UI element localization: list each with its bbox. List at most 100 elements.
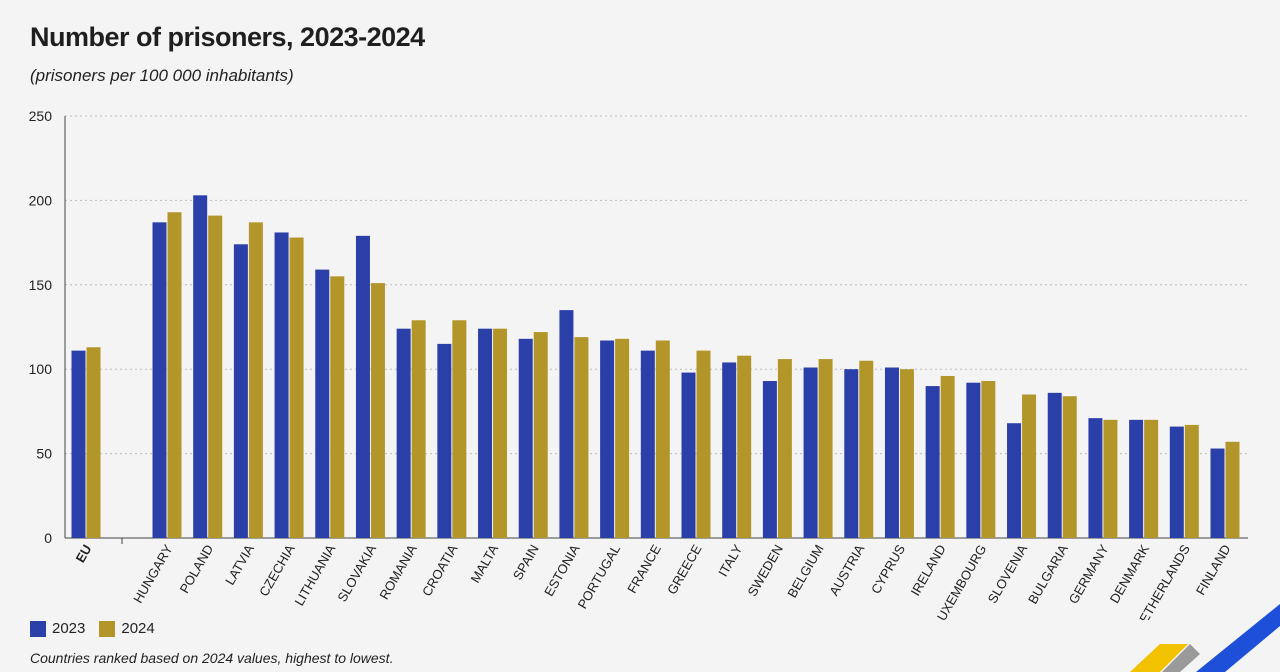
x-tick-label: DENMARK <box>1107 542 1153 606</box>
bar-denmark-2023 <box>1129 419 1144 538</box>
bar-ireland-2024 <box>940 375 955 538</box>
bar-austria-2023 <box>844 369 859 538</box>
bar-luxembourg-2023 <box>966 382 981 538</box>
x-tick-label: ITALY <box>715 542 745 579</box>
x-tick-label: FRANCE <box>624 542 664 596</box>
bar-eu-2023 <box>71 350 86 538</box>
bar-estonia-2024 <box>574 337 589 538</box>
y-tick-label: 150 <box>29 277 53 293</box>
x-tick-label: EU <box>73 542 95 565</box>
bar-italy-2023 <box>722 362 737 538</box>
x-tick-label: ROMANIA <box>376 542 419 602</box>
bar-eu-2024 <box>86 347 101 538</box>
bar-hungary-2024 <box>167 212 182 538</box>
bar-poland-2023 <box>193 195 208 538</box>
bar-romania-2024 <box>411 320 426 538</box>
eurostat-logo-icon <box>1130 604 1280 672</box>
bar-luxembourg-2024 <box>981 381 996 538</box>
y-tick-label: 200 <box>29 192 53 208</box>
legend-item-2023: 2023 <box>30 620 85 637</box>
bar-portugal-2023 <box>600 340 615 538</box>
y-tick-label: 50 <box>36 446 52 462</box>
bar-belgium-2023 <box>803 367 818 538</box>
bar-hungary-2023 <box>152 222 167 538</box>
x-tick-label: GREECE <box>664 542 705 597</box>
chart-title: Number of prisoners, 2023-2024 <box>30 22 425 52</box>
footnote: Countries ranked based on 2024 values, h… <box>30 650 394 666</box>
bar-bulgaria-2023 <box>1047 392 1062 538</box>
bar-france-2024 <box>655 340 670 538</box>
bar-bulgaria-2024 <box>1062 396 1077 538</box>
bar-latvia-2023 <box>233 244 248 538</box>
bar-austria-2024 <box>859 360 874 538</box>
bar-poland-2024 <box>208 215 223 539</box>
bar-chart: 0 50 100 150 200 250 EU HUNGARY POLAND LATVIA CZEC… <box>29 108 1248 620</box>
y-tick-label: 250 <box>29 108 53 124</box>
x-tick-label: SWEDEN <box>744 542 786 599</box>
bar-spain-2023 <box>518 338 533 538</box>
bar-croatia-2023 <box>437 343 452 538</box>
bar-croatia-2024 <box>452 320 467 538</box>
bar-malta-2024 <box>493 328 508 538</box>
bar-ireland-2023 <box>925 386 940 538</box>
x-tick-label: POLAND <box>177 542 217 596</box>
bar-greece-2023 <box>681 372 696 538</box>
bar-finland-2023 <box>1210 448 1225 538</box>
bar-malta-2023 <box>478 328 493 538</box>
x-tick-label: PORTUGAL <box>575 542 624 611</box>
bar-slovakia-2023 <box>355 235 370 538</box>
bar-germany-2024 <box>1103 419 1118 538</box>
bar-latvia-2024 <box>248 222 263 538</box>
bar-romania-2023 <box>396 328 411 538</box>
x-tick-label: ESTONIA <box>541 542 583 599</box>
bar-spain-2024 <box>533 332 548 538</box>
chart-subtitle: (prisoners per 100 000 inhabitants) <box>30 66 294 85</box>
x-tick-label: IRELAND <box>908 542 949 598</box>
legend-item-2024: 2024 <box>99 620 155 637</box>
legend-swatch-2024 <box>99 620 116 637</box>
bar-czechia-2024 <box>289 237 304 538</box>
bar-finland-2024 <box>1225 441 1240 538</box>
x-tick-label: BULGARIA <box>1025 542 1071 607</box>
x-tick-label: CZECHIA <box>256 542 298 599</box>
x-tick-label: BELGIUM <box>784 542 826 600</box>
x-tick-label: GERMANY <box>1066 542 1112 607</box>
bar-slovenia-2023 <box>1007 423 1022 538</box>
x-tick-label: FINLAND <box>1193 542 1234 598</box>
x-tick-label: LATVIA <box>222 542 257 588</box>
y-tick-label: 0 <box>44 530 52 546</box>
bar-slovakia-2024 <box>370 283 385 538</box>
bar-cyprus-2024 <box>899 369 914 538</box>
bar-sweden-2024 <box>777 359 792 538</box>
x-tick-label: SPAIN <box>510 542 542 582</box>
y-tick-label: 100 <box>29 361 53 377</box>
bar-lithuania-2023 <box>315 269 330 538</box>
bar-greece-2024 <box>696 350 711 538</box>
x-tick-label: CYPRUS <box>868 542 908 597</box>
x-tick-label: AUSTRIA <box>826 542 867 599</box>
bar-france-2023 <box>640 350 655 538</box>
bar-denmark-2024 <box>1144 419 1159 538</box>
bar-portugal-2024 <box>615 338 630 538</box>
x-tick-label: HUNGARY <box>130 542 176 606</box>
x-tick-label: SLOVENIA <box>985 542 1031 606</box>
bar-czechia-2023 <box>274 232 289 539</box>
bar-cyprus-2023 <box>884 367 899 538</box>
x-tick-label: SLOVAKIA <box>334 542 379 605</box>
x-tick-label: MALTA <box>467 542 501 586</box>
bar-sweden-2023 <box>762 381 777 538</box>
bar-estonia-2023 <box>559 310 574 538</box>
x-tick-label: LITHUANIA <box>291 542 338 609</box>
bar-slovenia-2024 <box>1022 394 1037 538</box>
bar-italy-2024 <box>737 355 752 538</box>
legend: 2023 2024 <box>30 620 169 637</box>
bar-netherlands-2024 <box>1184 424 1199 538</box>
bar-germany-2023 <box>1088 418 1103 538</box>
x-tick-label: CROATIA <box>419 542 461 599</box>
legend-label-2024: 2024 <box>121 620 155 637</box>
legend-swatch-2023 <box>30 620 46 637</box>
bar-belgium-2024 <box>818 359 833 538</box>
bar-lithuania-2024 <box>330 276 345 538</box>
bar-netherlands-2023 <box>1169 426 1184 538</box>
legend-label-2023: 2023 <box>52 620 86 637</box>
